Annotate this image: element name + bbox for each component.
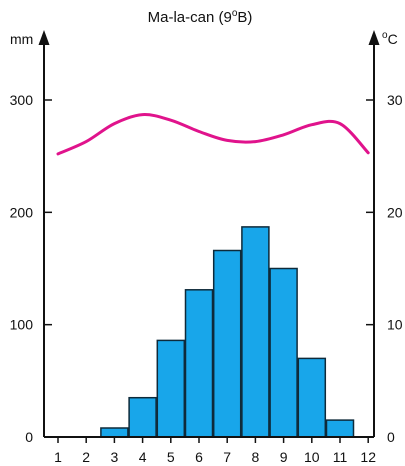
left-tick-label: 0 [25, 429, 33, 445]
bar-month-11 [325, 419, 355, 438]
right-axis-arrow [368, 30, 380, 45]
x-tick-label: 7 [223, 449, 231, 465]
x-tick-label: 10 [304, 449, 320, 465]
right-tick-label: 20 [387, 204, 403, 220]
x-tick-label: 8 [252, 449, 260, 465]
right-tick-label: 30 [387, 92, 403, 108]
bar-month-5 [156, 339, 186, 438]
x-tick-label: 5 [167, 449, 175, 465]
left-axis-arrow [38, 30, 50, 45]
axes [38, 30, 380, 438]
right-axis-ticks: 0 10 20 30 [366, 92, 403, 445]
bar-month-7 [212, 249, 242, 438]
x-tick-label: 9 [280, 449, 288, 465]
x-axis-ticks: 1 2 3 4 5 6 7 8 9 10 11 12 [54, 437, 376, 465]
left-tick-label: 100 [10, 317, 34, 333]
left-axis-ticks: 0 100 200 300 [10, 92, 52, 445]
left-tick-label: 300 [10, 92, 34, 108]
chart-title: Ma-la-can (9oB) [148, 8, 253, 26]
bar-month-4 [128, 396, 157, 438]
bar-month-6 [184, 289, 214, 438]
bar-month-3 [100, 427, 129, 438]
bar-month-8 [241, 226, 270, 438]
x-tick-label: 4 [139, 449, 147, 465]
left-axis-unit: mm [10, 31, 33, 47]
right-tick-label: 10 [387, 317, 403, 333]
x-tick-label: 12 [360, 449, 376, 465]
x-tick-label: 2 [82, 449, 90, 465]
x-tick-label: 3 [111, 449, 119, 465]
bar-month-10 [297, 357, 327, 438]
bar-month-9 [269, 267, 298, 438]
x-tick-label: 11 [333, 449, 348, 465]
x-tick-label: 1 [54, 449, 62, 465]
temperature-line [56, 113, 370, 156]
right-tick-label: 0 [387, 429, 395, 445]
right-axis-unit: oC [382, 30, 398, 47]
left-tick-label: 200 [10, 204, 34, 220]
precipitation-bars [100, 226, 355, 438]
x-tick-label: 6 [195, 449, 203, 465]
